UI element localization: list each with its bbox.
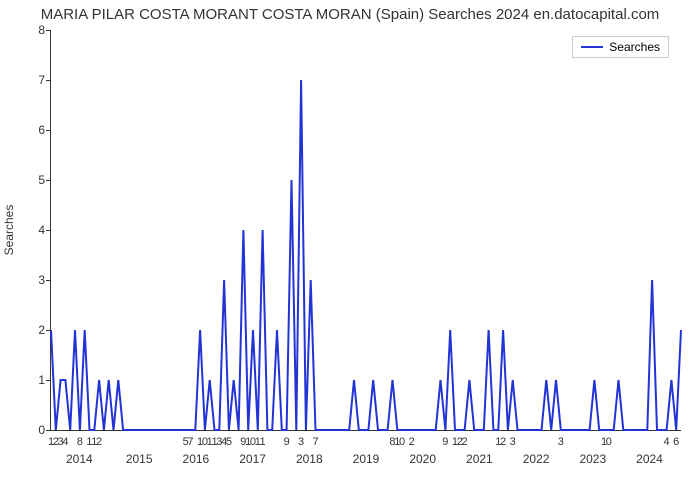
y-tick-label: 6	[23, 123, 45, 137]
x-tick-label: 0	[606, 436, 612, 448]
y-tick-label: 4	[23, 223, 45, 237]
line-chart	[51, 30, 681, 430]
x-year-label: 2015	[126, 452, 153, 466]
x-year-label: 2024	[636, 452, 663, 466]
x-year-label: 2018	[296, 452, 323, 466]
x-year-label: 2016	[183, 452, 210, 466]
y-tick-mark	[46, 430, 51, 431]
x-tick-label: 9	[284, 436, 290, 448]
x-year-label: 2017	[239, 452, 266, 466]
x-year-label: 2019	[353, 452, 380, 466]
x-year-label: 2021	[466, 452, 493, 466]
x-tick-label: 2	[409, 436, 415, 448]
y-axis-label: Searches	[2, 205, 16, 256]
x-tick-label: 6	[673, 436, 679, 448]
x-tick-label: 5	[226, 436, 232, 448]
x-tick-label: 3	[510, 436, 516, 448]
x-tick-label: 3	[298, 436, 304, 448]
y-tick-label: 2	[23, 323, 45, 337]
x-year-label: 2022	[523, 452, 550, 466]
y-tick-label: 3	[23, 273, 45, 287]
y-tick-mark	[46, 380, 51, 381]
legend: Searches	[572, 36, 669, 58]
y-tick-label: 5	[23, 173, 45, 187]
chart-title: MARIA PILAR COSTA MORANT COSTA MORAN (Sp…	[0, 6, 700, 23]
x-tick-label: 1	[260, 436, 266, 448]
x-tick-label: 3	[558, 436, 564, 448]
y-tick-mark	[46, 80, 51, 81]
x-year-label: 2023	[579, 452, 606, 466]
x-tick-label: 7	[187, 436, 193, 448]
legend-label: Searches	[609, 40, 660, 54]
x-tick-label: 4	[664, 436, 670, 448]
x-tick-label: 7	[312, 436, 318, 448]
series-line	[51, 80, 681, 430]
y-tick-label: 8	[23, 23, 45, 37]
x-tick-label: 8	[77, 436, 83, 448]
x-tick-label: 2	[462, 436, 468, 448]
y-tick-mark	[46, 330, 51, 331]
x-year-label: 2020	[409, 452, 436, 466]
y-tick-mark	[46, 280, 51, 281]
x-tick-label: 9	[442, 436, 448, 448]
y-tick-label: 7	[23, 73, 45, 87]
x-tick-label: 4	[62, 436, 68, 448]
y-tick-mark	[46, 130, 51, 131]
x-year-label: 2014	[66, 452, 93, 466]
y-tick-mark	[46, 30, 51, 31]
x-tick-label: 2	[500, 436, 506, 448]
legend-swatch	[581, 46, 603, 48]
y-tick-label: 0	[23, 423, 45, 437]
x-tick-label: 0	[399, 436, 405, 448]
y-tick-mark	[46, 180, 51, 181]
y-tick-mark	[46, 230, 51, 231]
plot-area: Searches 0123456781234811257101134591011…	[50, 30, 681, 431]
y-tick-label: 1	[23, 373, 45, 387]
x-tick-label: 2	[96, 436, 102, 448]
